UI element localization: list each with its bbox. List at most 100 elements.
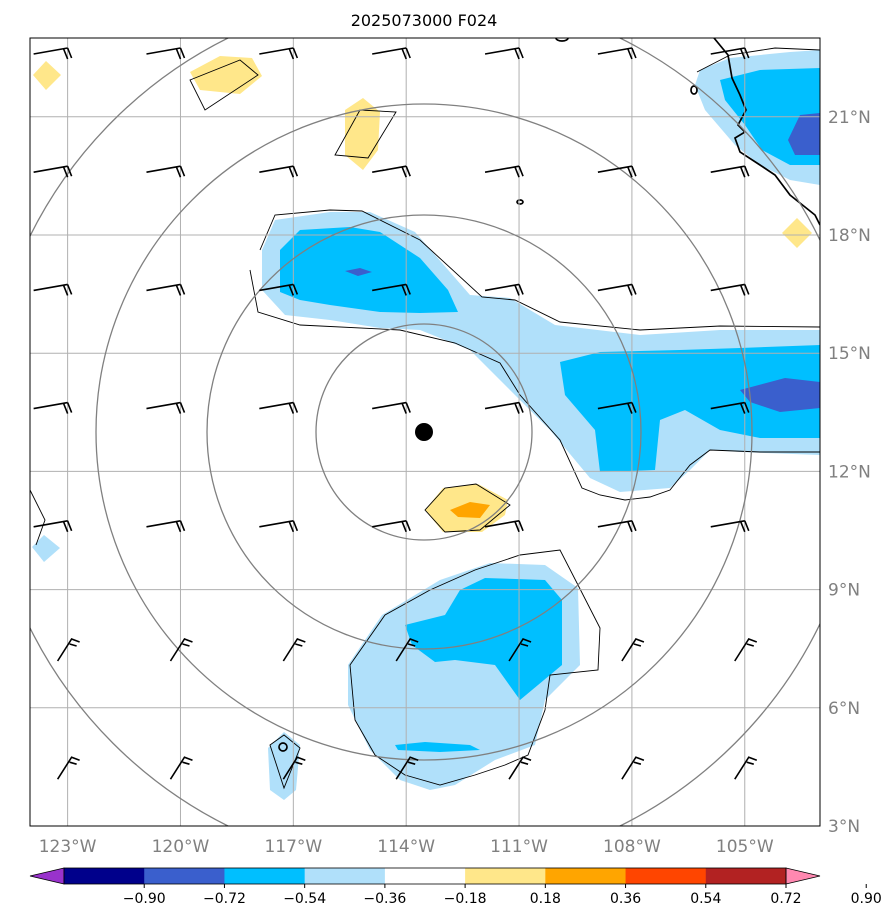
- wind-barb: [282, 638, 306, 662]
- wind-barb: [259, 520, 299, 533]
- wind-barb: [33, 520, 73, 533]
- colorbar-tick-label: 0.90: [851, 891, 882, 907]
- wind-barb: [484, 283, 524, 296]
- wind-barb: [169, 756, 193, 780]
- lon-tick-label: 108°W: [603, 837, 661, 857]
- wind-barb: [33, 47, 73, 60]
- contour-lines: [30, 47, 820, 790]
- colorbar-extend-low: [29, 867, 65, 885]
- lon-tick-label: 105°W: [716, 837, 774, 857]
- wind-barb: [56, 638, 80, 662]
- wind-barb: [146, 401, 186, 414]
- lon-tick-label: 117°W: [264, 837, 322, 857]
- wind-barb: [710, 401, 750, 414]
- colorbar-tick-label: −0.90: [123, 891, 166, 907]
- colorbar-tick-label: 0.18: [530, 891, 561, 907]
- wind-barb: [508, 756, 532, 780]
- wind-barb: [372, 401, 411, 414]
- wind-barb: [33, 401, 73, 414]
- shade-yellow-nw-2: [33, 61, 61, 90]
- map-frame: [29, 37, 821, 827]
- contour-center: [424, 483, 511, 533]
- lat-tick-label: 6°N: [828, 699, 860, 719]
- island-3: [555, 38, 569, 42]
- contour-ne: [696, 47, 820, 73]
- gridlines: [30, 38, 820, 826]
- wind-barb: [597, 520, 637, 533]
- contour-sw: [269, 734, 301, 790]
- wind-barb: [734, 756, 758, 780]
- wind-barb: [146, 520, 186, 533]
- colorbar-bin: [705, 868, 787, 884]
- storm-center-marker: [415, 423, 433, 441]
- colorbar-bin: [224, 868, 306, 884]
- shade-dark-blue-spot-west: [345, 268, 372, 276]
- range-rings: [30, 38, 820, 826]
- colorbar-tick-label: −0.36: [363, 891, 406, 907]
- wind-barb: [484, 165, 524, 178]
- lon-tick-label: 120°W: [152, 837, 210, 857]
- lat-tick-label: 15°N: [828, 344, 871, 364]
- wind-barb: [597, 47, 637, 60]
- lat-tick-label: 9°N: [828, 581, 860, 601]
- colorbar-outline: [63, 867, 787, 885]
- colorbar-tick-label: 0.36: [610, 891, 641, 907]
- colorbar-tick-label: −0.18: [444, 891, 487, 907]
- shade-light-blue-sw-spot: [268, 732, 300, 800]
- shade-blue-east-band: [560, 345, 820, 472]
- wind-barb: [146, 283, 186, 296]
- wind-barb: [259, 283, 299, 296]
- wind-barb: [484, 47, 524, 60]
- contour-south-loop: [349, 549, 601, 786]
- wind-barb: [597, 283, 637, 296]
- contour-w: [30, 489, 46, 546]
- wind-barb: [372, 520, 411, 533]
- wind-barb: [395, 756, 419, 780]
- wind-barb: [33, 165, 73, 178]
- wind-barb: [169, 638, 193, 662]
- wind-barb: [259, 401, 299, 414]
- wind-barb: [146, 165, 186, 178]
- range-ring-2: [206, 214, 642, 650]
- island-4: [278, 742, 288, 752]
- range-ring-1: [315, 323, 533, 541]
- wind-barb: [621, 756, 645, 780]
- wind-barb: [484, 520, 524, 533]
- wind-barb: [372, 47, 411, 60]
- lon-tick-label: 111°W: [490, 837, 548, 857]
- wind-barb: [259, 47, 299, 60]
- colorbar-bin: [144, 868, 225, 884]
- shade-blue-south-strip: [395, 742, 480, 752]
- shade-dark-blue-spot-east: [740, 378, 820, 412]
- wind-barb: [282, 756, 306, 780]
- map-panel: [30, 38, 820, 826]
- contour-n: [334, 109, 397, 159]
- colorbar-tick-label: −0.54: [283, 891, 326, 907]
- colorbar-bin: [545, 868, 627, 884]
- colorbar-bin: [625, 868, 707, 884]
- colorbar-bin: [384, 868, 466, 884]
- shade-orange-center: [450, 502, 490, 518]
- shade-light-blue-w-spot: [32, 535, 60, 562]
- range-ring-3: [95, 103, 753, 761]
- colorbar-bin: [304, 868, 386, 884]
- wind-barbs: [33, 47, 758, 780]
- wind-barb: [372, 165, 411, 178]
- shade-dark-blue-ne: [788, 113, 820, 155]
- wind-barb: [508, 638, 532, 662]
- figure-title: 2025073000 F024: [351, 11, 498, 30]
- coastline: [278, 38, 820, 752]
- contour-band-south: [249, 269, 820, 501]
- shade-blue-south: [405, 578, 562, 700]
- lat-tick-label: 18°N: [828, 226, 871, 246]
- colorbar-bin: [64, 868, 145, 884]
- wind-barb: [710, 165, 750, 178]
- shade-yellow-e: [782, 218, 812, 248]
- wind-barb: [597, 401, 637, 414]
- contour-nw-1: [189, 59, 259, 111]
- island-1: [690, 85, 698, 95]
- contour-band-north: [259, 209, 820, 331]
- wind-barb: [710, 47, 750, 60]
- colorbar-tick-label: 0.72: [770, 891, 801, 907]
